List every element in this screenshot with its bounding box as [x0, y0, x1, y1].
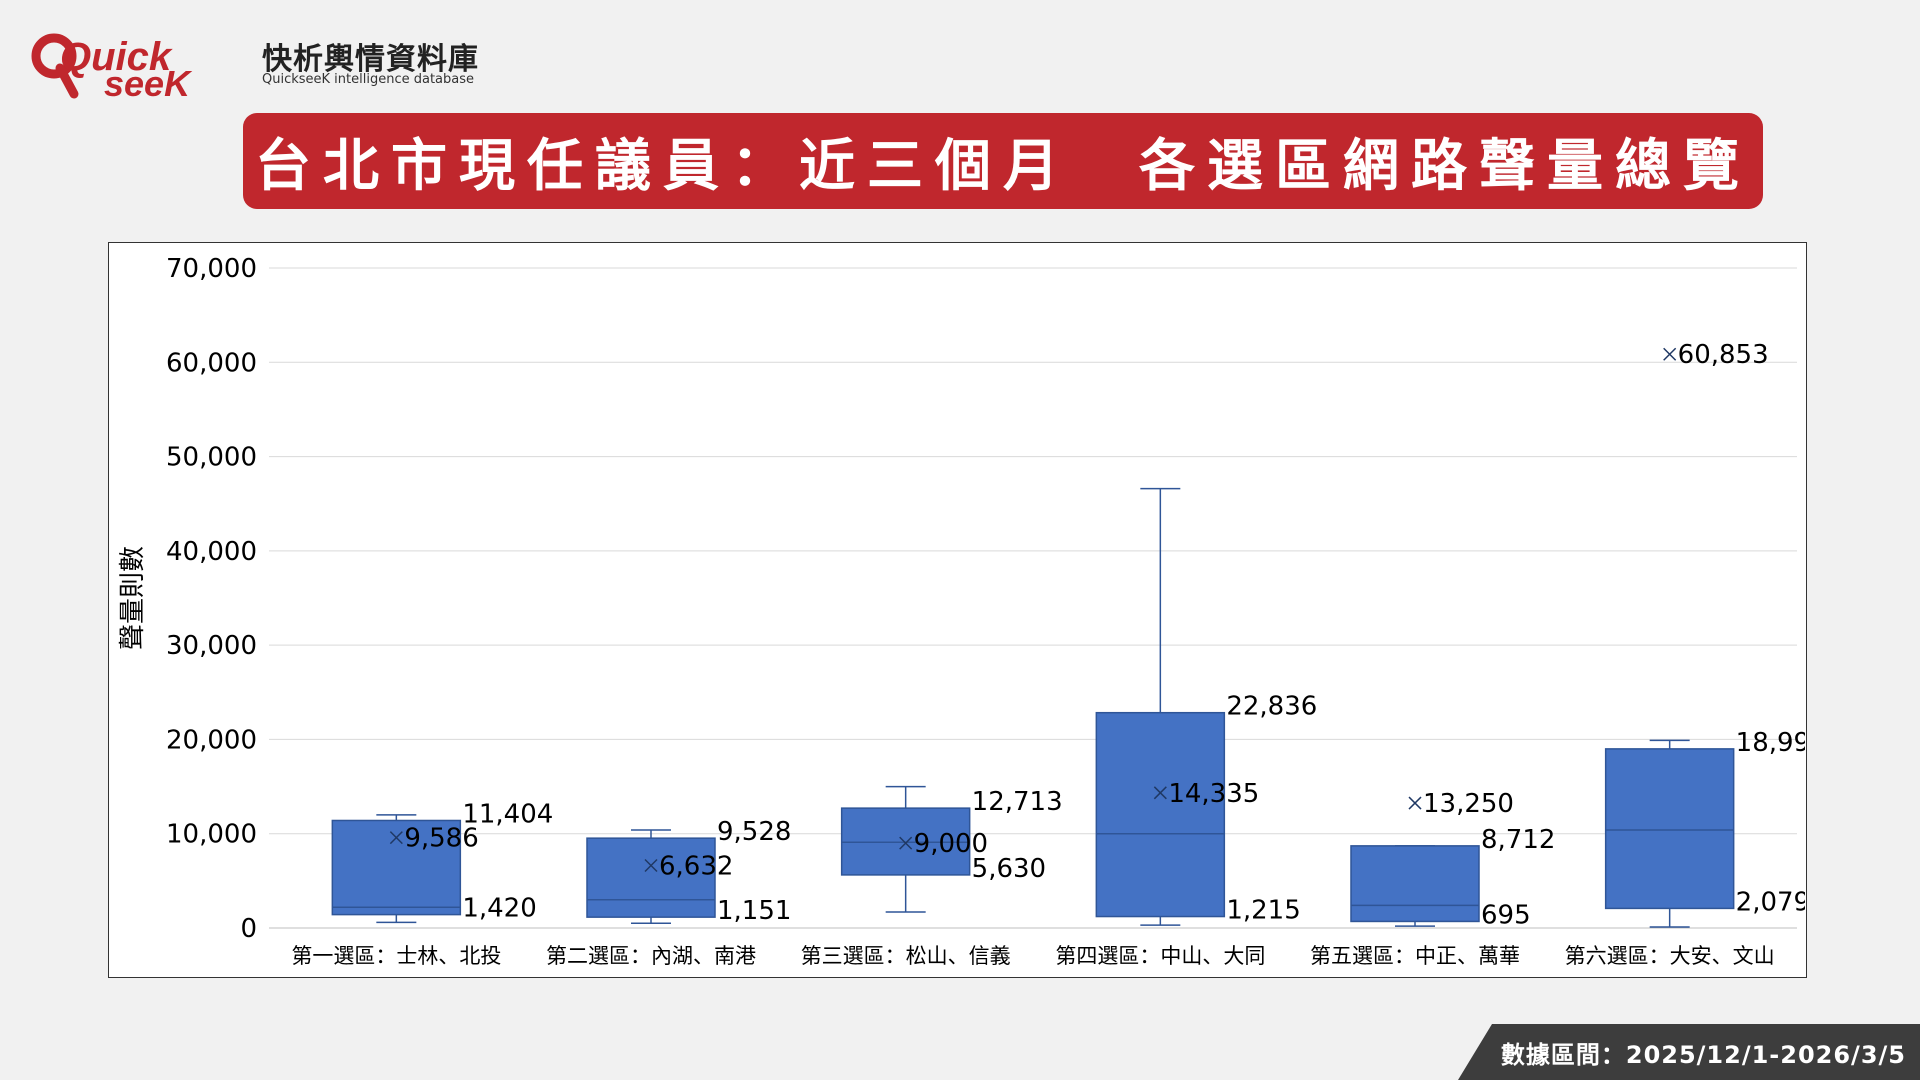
logo-chinese-name: 快析輿情資料庫 [262, 42, 479, 77]
mean-marker [389, 831, 403, 845]
q1-data-label: 695 [1481, 900, 1531, 930]
box-iqr [586, 837, 716, 918]
y-tick-label: 20,000 [166, 725, 257, 755]
q3-data-label: 11,404 [462, 799, 553, 829]
box-iqr [1350, 845, 1480, 923]
mean-data-label: 9,000 [914, 829, 988, 859]
logo-brand-top: Quick [60, 35, 173, 79]
box-plot-chart: 0 10,000 20,000 30,000 40,000 50,000 60,000 70,… [118, 254, 1805, 968]
logo-magnifier-handle [55, 63, 79, 99]
box-iqr [1604, 748, 1735, 910]
q3-data-label: 12,713 [972, 787, 1063, 817]
x-category-label: 第六選區：大安、文山 [1565, 944, 1775, 968]
chart-frame: 0 10,000 20,000 30,000 40,000 50,000 60,000 70,… [108, 242, 1807, 978]
logo-brand-bottom: seeK [104, 63, 193, 104]
mean-data-label: 60,853 [1678, 340, 1769, 370]
y-tick-label: 70,000 [166, 254, 257, 284]
title-banner: 台北市現任議員：近三個月 各選區網路聲量總覽 [243, 113, 1763, 209]
box-iqr [331, 819, 462, 916]
mean-marker [1408, 796, 1422, 810]
q1-data-label: 1,215 [1226, 896, 1300, 926]
y-tick-label: 60,000 [166, 348, 257, 378]
x-category-label: 第四選區：中山、大同 [1055, 944, 1265, 968]
date-range-footer: 數據區間：2025/12/1-2026/3/5 [1458, 1024, 1920, 1080]
mean-data-label: 9,586 [404, 824, 478, 854]
q1-data-label: 5,630 [972, 854, 1046, 884]
q3-data-label: 8,712 [1481, 825, 1555, 855]
mean-marker [644, 858, 658, 873]
y-tick-label: 50,000 [166, 443, 257, 473]
logo-english-name: QuickseeK intelligence database [262, 72, 475, 87]
x-category-label: 第五選區：中正、萬華 [1310, 944, 1520, 968]
mean-data-label: 6,632 [659, 851, 733, 881]
y-axis-label: 聲量則數 [118, 546, 148, 650]
mean-data-label: 14,335 [1168, 779, 1259, 809]
brand-logo: Quick seeK 快析輿情資料庫 QuickseeK intelligenc… [30, 24, 478, 104]
q1-data-label: 2,079 [1736, 887, 1805, 917]
box-iqr [1095, 711, 1226, 918]
mean-marker [899, 836, 913, 850]
mean-marker [1663, 347, 1677, 361]
x-category-label: 第二選區：內湖、南港 [546, 944, 756, 968]
y-tick-label: 40,000 [166, 537, 257, 567]
y-tick-label: 0 [240, 914, 257, 944]
x-category-label: 第一選區：士林、北投 [291, 944, 501, 968]
logo-magnifier-ring [31, 33, 77, 79]
q3-data-label: 22,836 [1226, 692, 1317, 722]
x-category-label: 第三選區：松山、信義 [801, 944, 1011, 968]
y-tick-label: 10,000 [166, 820, 257, 850]
date-range-label: 數據區間：2025/12/1-2026/3/5 [1500, 1040, 1906, 1069]
page-title: 台北市現任議員：近三個月 各選區網路聲量總覽 [255, 133, 1751, 199]
q3-data-label: 9,528 [717, 817, 791, 847]
q1-data-label: 1,151 [717, 896, 791, 926]
q3-data-label: 18,998 [1736, 728, 1805, 758]
q1-data-label: 1,420 [462, 894, 536, 924]
mean-data-label: 13,250 [1423, 789, 1514, 819]
quickseek-logo-mark: Quick seeK [31, 33, 193, 104]
y-tick-label: 30,000 [166, 631, 257, 661]
mean-marker [1153, 786, 1167, 800]
